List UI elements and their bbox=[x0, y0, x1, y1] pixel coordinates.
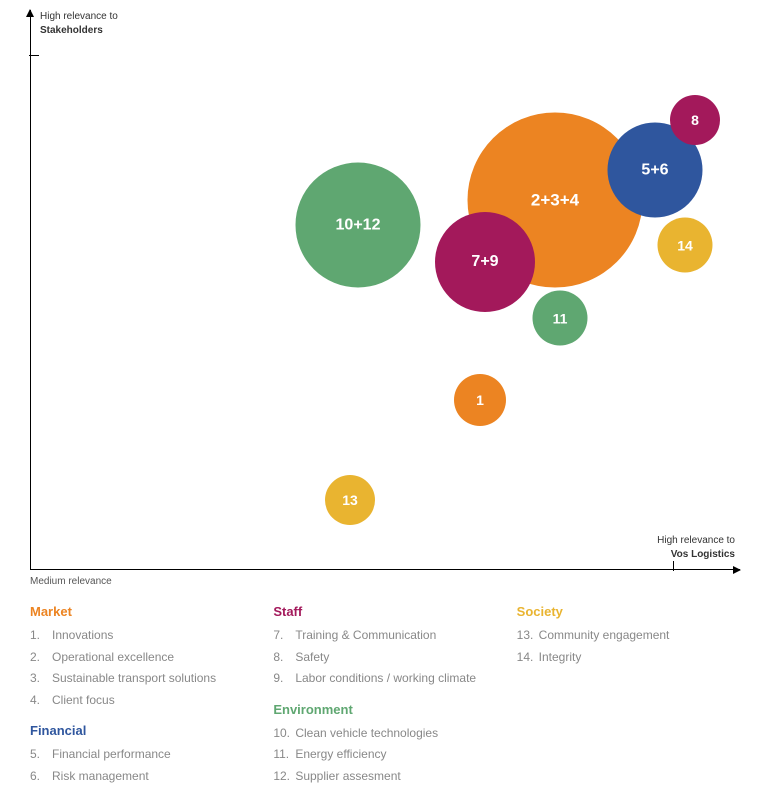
legend-item: 11.Energy efficiency bbox=[273, 744, 496, 766]
legend-item-label: Integrity bbox=[539, 650, 582, 664]
bubble: 13 bbox=[325, 475, 375, 525]
legend-column: Staff7.Training & Communication8.Safety9… bbox=[273, 600, 496, 800]
legend-item-label: Operational excellence bbox=[52, 650, 174, 664]
legend: Market1.Innovations2.Operational excelle… bbox=[30, 600, 740, 800]
legend-item: 14.Integrity bbox=[517, 647, 740, 669]
legend-item-number: 2. bbox=[30, 647, 52, 669]
x-axis-label-line1: High relevance to bbox=[657, 535, 735, 546]
bubble-label: 10+12 bbox=[336, 216, 381, 234]
bubble: 11 bbox=[533, 291, 588, 346]
legend-item-list: 13.Community engagement14.Integrity bbox=[517, 625, 740, 668]
y-axis-label-line2: Stakeholders bbox=[40, 25, 103, 36]
x-axis-arrow-icon bbox=[733, 566, 741, 574]
legend-item-number: 6. bbox=[30, 766, 52, 788]
legend-item: 13.Community engagement bbox=[517, 625, 740, 647]
materiality-bubble-chart: High relevance to Stakeholders High rele… bbox=[30, 10, 740, 570]
y-axis-line bbox=[30, 10, 31, 570]
legend-column: Society13.Community engagement14.Integri… bbox=[517, 600, 740, 800]
bubble: 1 bbox=[454, 374, 506, 426]
x-axis-tick bbox=[673, 561, 674, 571]
legend-item-number: 14. bbox=[517, 647, 539, 669]
bubble-label: 13 bbox=[342, 492, 358, 508]
y-axis-label-line1: High relevance to bbox=[40, 11, 118, 22]
legend-item-label: Risk management bbox=[52, 769, 149, 783]
legend-item-number: 4. bbox=[30, 690, 52, 712]
legend-item-label: Energy efficiency bbox=[295, 747, 386, 761]
legend-item-number: 5. bbox=[30, 744, 52, 766]
legend-item-list: 7.Training & Communication8.Safety9.Labo… bbox=[273, 625, 496, 690]
bubble: 7+9 bbox=[435, 212, 535, 312]
bubble: 14 bbox=[658, 218, 713, 273]
x-axis-label: High relevance to Vos Logistics bbox=[657, 534, 735, 562]
legend-item: 5.Financial performance bbox=[30, 744, 253, 766]
x-axis-label-line2: Vos Logistics bbox=[671, 549, 735, 560]
bubble-label: 11 bbox=[553, 310, 568, 326]
legend-item-label: Financial performance bbox=[52, 747, 171, 761]
legend-item-number: 13. bbox=[517, 625, 539, 647]
legend-item-number: 1. bbox=[30, 625, 52, 647]
legend-item-label: Community engagement bbox=[539, 628, 670, 642]
bubble: 10+12 bbox=[296, 163, 421, 288]
legend-item: 6.Risk management bbox=[30, 766, 253, 788]
legend-item-number: 8. bbox=[273, 647, 295, 669]
bubble-label: 14 bbox=[677, 237, 693, 253]
legend-item: 9.Labor conditions / working climate bbox=[273, 668, 496, 690]
x-axis-line bbox=[30, 569, 740, 570]
y-axis-arrow-icon bbox=[26, 9, 34, 17]
legend-category-header: Society bbox=[517, 604, 740, 619]
legend-category-header: Environment bbox=[273, 702, 496, 717]
legend-item-number: 7. bbox=[273, 625, 295, 647]
bubble-label: 1 bbox=[476, 392, 484, 408]
bubble: 8 bbox=[670, 95, 720, 145]
legend-item-list: 1.Innovations2.Operational excellence3.S… bbox=[30, 625, 253, 711]
legend-item-number: 10. bbox=[273, 723, 295, 745]
legend-item-label: Client focus bbox=[52, 693, 115, 707]
legend-column: Market1.Innovations2.Operational excelle… bbox=[30, 600, 253, 800]
y-axis-tick bbox=[29, 55, 39, 56]
bubble-label: 7+9 bbox=[471, 253, 498, 271]
legend-item-number: 12. bbox=[273, 766, 295, 788]
y-axis-label: High relevance to Stakeholders bbox=[40, 10, 118, 38]
legend-category-header: Staff bbox=[273, 604, 496, 619]
legend-item-list: 5.Financial performance6.Risk management bbox=[30, 744, 253, 787]
legend-item: 4.Client focus bbox=[30, 690, 253, 712]
bubble-label: 8 bbox=[691, 112, 699, 128]
legend-item-label: Sustainable transport solutions bbox=[52, 671, 216, 685]
legend-item-label: Innovations bbox=[52, 628, 113, 642]
legend-item-number: 11. bbox=[273, 744, 295, 766]
legend-item: 8.Safety bbox=[273, 647, 496, 669]
legend-item: 2.Operational excellence bbox=[30, 647, 253, 669]
legend-item: 7.Training & Communication bbox=[273, 625, 496, 647]
legend-item: 10.Clean vehicle technologies bbox=[273, 723, 496, 745]
legend-item-list: 10.Clean vehicle technologies11.Energy e… bbox=[273, 723, 496, 788]
legend-item-label: Clean vehicle technologies bbox=[295, 726, 438, 740]
origin-label: Medium relevance bbox=[30, 576, 112, 587]
legend-item-number: 9. bbox=[273, 668, 295, 690]
legend-item-label: Supplier assesment bbox=[295, 769, 400, 783]
legend-category-header: Financial bbox=[30, 723, 253, 738]
legend-item-number: 3. bbox=[30, 668, 52, 690]
legend-item-label: Labor conditions / working climate bbox=[295, 671, 476, 685]
legend-item: 12.Supplier assesment bbox=[273, 766, 496, 788]
legend-item: 1.Innovations bbox=[30, 625, 253, 647]
legend-item-label: Safety bbox=[295, 650, 329, 664]
bubble-label: 2+3+4 bbox=[531, 190, 579, 210]
bubble-label: 5+6 bbox=[641, 161, 668, 179]
legend-category-header: Market bbox=[30, 604, 253, 619]
legend-item: 3.Sustainable transport solutions bbox=[30, 668, 253, 690]
legend-item-label: Training & Communication bbox=[295, 628, 436, 642]
